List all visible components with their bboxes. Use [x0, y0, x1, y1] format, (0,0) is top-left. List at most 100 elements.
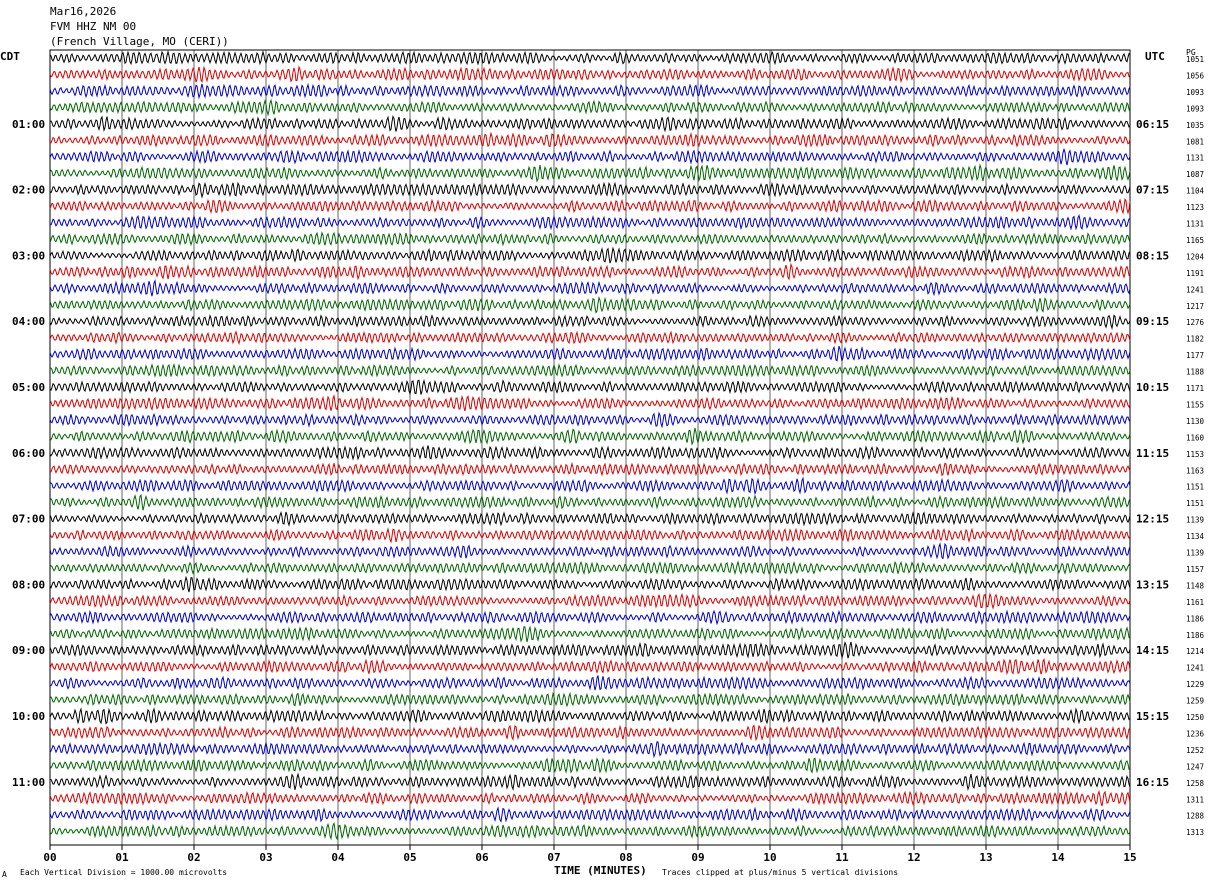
seismic-trace	[49, 609, 1131, 626]
left-hour-label: 09:00	[12, 644, 45, 657]
right-hour-label: 06:15	[1136, 118, 1169, 131]
right-hour-label: 14:15	[1136, 644, 1169, 657]
station-location: (French Village, MO (CERI))	[50, 35, 229, 48]
trace-value-label: 1093	[1186, 104, 1204, 113]
seismic-trace	[49, 592, 1131, 610]
seismic-trace	[49, 821, 1131, 841]
seismic-trace	[49, 640, 1131, 660]
seismic-trace	[49, 82, 1131, 100]
seismic-trace	[49, 476, 1131, 496]
x-tick-label: 06	[475, 851, 489, 864]
x-tick-label: 07	[547, 851, 560, 864]
trace-value-label: 1313	[1186, 828, 1204, 837]
trace-value-label: 1241	[1186, 285, 1204, 294]
x-tick-label: 14	[1051, 851, 1065, 864]
trace-value-label: 1163	[1186, 466, 1204, 475]
trace-value-label: 1250	[1186, 713, 1205, 722]
trace-value-label: 1311	[1186, 795, 1204, 804]
x-axis-label: TIME (MINUTES)	[554, 864, 647, 877]
seismic-trace	[49, 181, 1131, 199]
seismic-trace	[49, 493, 1131, 511]
seismic-trace	[49, 658, 1131, 676]
x-tick-label: 00	[43, 851, 56, 864]
trace-value-label: 1035	[1186, 121, 1204, 130]
seismic-trace	[49, 314, 1131, 330]
trace-value-label: 1186	[1186, 614, 1205, 623]
trace-value-label: 1204	[1186, 252, 1205, 261]
trace-value-label: 1134	[1186, 532, 1205, 541]
trace-value-label: 1171	[1186, 384, 1204, 393]
trace-value-label: 1104	[1186, 187, 1205, 196]
seismic-trace	[49, 675, 1131, 691]
trace-value-label: 1130	[1186, 417, 1205, 426]
seismic-trace	[49, 411, 1131, 429]
seismic-trace	[49, 362, 1131, 378]
trace-value-label: 1214	[1186, 647, 1205, 656]
trace-value-label: 1177	[1186, 351, 1204, 360]
left-timezone-label: CDT	[0, 50, 20, 63]
trace-value-label: 1139	[1186, 516, 1204, 525]
scale-marker: A	[2, 870, 7, 879]
x-tick-label: 13	[979, 851, 992, 864]
trace-value-label: 1160	[1186, 433, 1205, 442]
seismic-trace	[49, 378, 1131, 396]
trace-value-label: 1182	[1186, 335, 1204, 344]
left-hour-label: 06:00	[12, 447, 45, 460]
plot-frame	[49, 49, 1131, 846]
left-hour-label: 08:00	[12, 578, 45, 591]
left-hour-label: 03:00	[12, 249, 45, 262]
seismic-trace	[49, 49, 1131, 66]
trace-value-label: 1188	[1186, 368, 1205, 377]
trace-value-label: 1217	[1186, 302, 1204, 311]
right-hour-label: 08:15	[1136, 249, 1169, 262]
x-tick-label: 02	[187, 851, 200, 864]
clip-note: Traces clipped at plus/minus 5 vertical …	[662, 868, 899, 877]
trace-value-label: 1081	[1186, 137, 1204, 146]
trace-value-label: 1151	[1186, 499, 1204, 508]
scale-note: Each Vertical Division = 1000.00 microvo…	[20, 868, 228, 877]
seismic-trace	[49, 345, 1131, 362]
seismic-trace	[49, 445, 1131, 461]
seismic-trace	[49, 511, 1131, 527]
trace-value-label: 1056	[1186, 71, 1205, 80]
x-tick-label: 08	[619, 851, 632, 864]
left-hour-label: 04:00	[12, 315, 45, 328]
x-tick-label: 12	[907, 851, 920, 864]
trace-value-label: 1151	[1186, 483, 1204, 492]
trace-value-label: 1093	[1186, 88, 1204, 97]
seismic-trace	[49, 625, 1131, 643]
trace-value-label: 1241	[1186, 664, 1204, 673]
trace-value-label: 1229	[1186, 680, 1204, 689]
x-tick-label: 05	[403, 851, 416, 864]
seismic-trace	[49, 542, 1131, 560]
left-hour-label: 02:00	[12, 184, 45, 197]
seismic-trace	[49, 527, 1131, 544]
left-hour-label: 05:00	[12, 381, 45, 394]
x-tick-label: 09	[691, 851, 704, 864]
seismic-trace	[49, 427, 1131, 446]
trace-value-label: 1288	[1186, 812, 1205, 821]
trace-value-label: 1191	[1186, 269, 1204, 278]
seismic-trace	[49, 741, 1131, 759]
right-hour-label: 07:15	[1136, 184, 1169, 197]
seismic-trace	[49, 213, 1131, 231]
trace-value-label: 1148	[1186, 581, 1205, 590]
trace-value-label: 1247	[1186, 762, 1204, 771]
right-hour-label: 10:15	[1136, 381, 1169, 394]
x-tick-label: 04	[331, 851, 345, 864]
trace-value-label: 1252	[1186, 746, 1204, 755]
seismic-trace	[49, 147, 1131, 166]
seismic-trace	[49, 806, 1131, 823]
seismic-trace	[49, 262, 1131, 281]
trace-value-label: 1276	[1186, 318, 1205, 327]
seismic-trace	[49, 724, 1131, 742]
right-hour-label: 09:15	[1136, 315, 1169, 328]
plot-date: Mar16,2026	[50, 5, 117, 18]
seismic-trace	[49, 114, 1131, 133]
trace-value-label: 1153	[1186, 450, 1204, 459]
x-tick-label: 15	[1123, 851, 1136, 864]
seismic-trace	[49, 330, 1131, 346]
right-hour-label: 16:15	[1136, 776, 1169, 789]
trace-value-label: 1258	[1186, 779, 1205, 788]
trace-value-label: 1139	[1186, 549, 1204, 558]
